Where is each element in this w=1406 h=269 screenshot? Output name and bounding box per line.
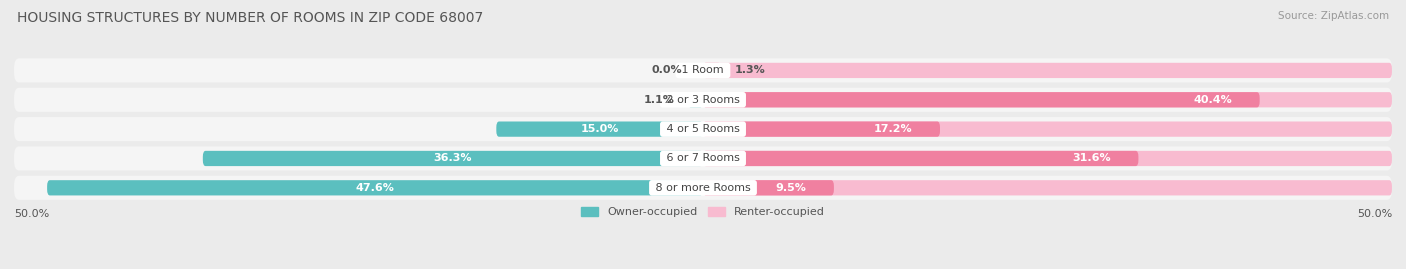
Text: 31.6%: 31.6% xyxy=(1073,154,1111,164)
FancyBboxPatch shape xyxy=(703,63,721,78)
FancyBboxPatch shape xyxy=(14,58,1392,83)
Text: 6 or 7 Rooms: 6 or 7 Rooms xyxy=(662,154,744,164)
Text: HOUSING STRUCTURES BY NUMBER OF ROOMS IN ZIP CODE 68007: HOUSING STRUCTURES BY NUMBER OF ROOMS IN… xyxy=(17,11,484,25)
FancyBboxPatch shape xyxy=(703,63,1392,78)
Text: 2 or 3 Rooms: 2 or 3 Rooms xyxy=(662,95,744,105)
FancyBboxPatch shape xyxy=(202,151,703,166)
Text: 1.3%: 1.3% xyxy=(735,65,765,75)
Text: 17.2%: 17.2% xyxy=(873,124,912,134)
FancyBboxPatch shape xyxy=(703,92,1392,107)
FancyBboxPatch shape xyxy=(14,146,1392,171)
FancyBboxPatch shape xyxy=(703,122,1392,137)
Text: 36.3%: 36.3% xyxy=(433,154,472,164)
FancyBboxPatch shape xyxy=(703,180,834,196)
FancyBboxPatch shape xyxy=(14,117,1392,141)
FancyBboxPatch shape xyxy=(14,88,1392,112)
Text: 47.6%: 47.6% xyxy=(356,183,395,193)
FancyBboxPatch shape xyxy=(14,176,1392,200)
Legend: Owner-occupied, Renter-occupied: Owner-occupied, Renter-occupied xyxy=(581,207,825,217)
FancyBboxPatch shape xyxy=(688,92,703,107)
Text: 4 or 5 Rooms: 4 or 5 Rooms xyxy=(662,124,744,134)
FancyBboxPatch shape xyxy=(703,151,1392,166)
Text: 15.0%: 15.0% xyxy=(581,124,619,134)
FancyBboxPatch shape xyxy=(703,151,1139,166)
Text: 0.0%: 0.0% xyxy=(652,65,682,75)
Text: 1.1%: 1.1% xyxy=(643,95,673,105)
Text: 50.0%: 50.0% xyxy=(14,209,49,219)
FancyBboxPatch shape xyxy=(496,122,703,137)
Text: 50.0%: 50.0% xyxy=(1357,209,1392,219)
Text: 40.4%: 40.4% xyxy=(1194,95,1232,105)
Text: 8 or more Rooms: 8 or more Rooms xyxy=(652,183,754,193)
FancyBboxPatch shape xyxy=(703,180,1392,196)
Text: 1 Room: 1 Room xyxy=(679,65,727,75)
FancyBboxPatch shape xyxy=(48,180,703,196)
Text: Source: ZipAtlas.com: Source: ZipAtlas.com xyxy=(1278,11,1389,21)
FancyBboxPatch shape xyxy=(703,92,1260,107)
Text: 9.5%: 9.5% xyxy=(776,183,807,193)
FancyBboxPatch shape xyxy=(703,122,941,137)
